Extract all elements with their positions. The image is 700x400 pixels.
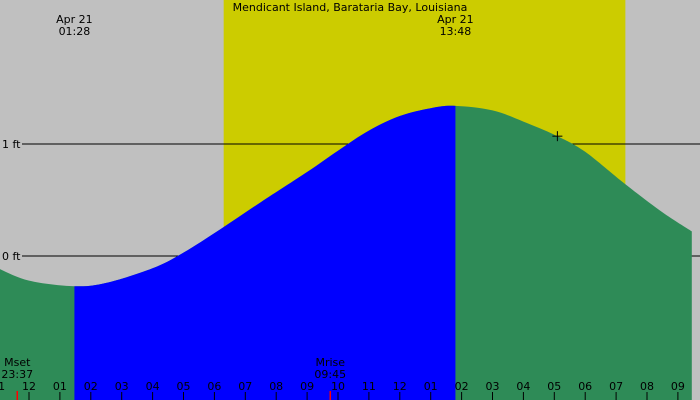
x-tick-label: 11 xyxy=(362,380,376,393)
x-tick-label: 08 xyxy=(640,380,654,393)
x-tick-label: 06 xyxy=(578,380,592,393)
x-tick-label: 06 xyxy=(207,380,221,393)
x-tick-label: 02 xyxy=(455,380,469,393)
x-tick-label: 05 xyxy=(547,380,561,393)
x-tick-label: 01 xyxy=(424,380,438,393)
tide-highlight-area xyxy=(74,105,456,400)
chart-title: Mendicant Island, Barataria Bay, Louisia… xyxy=(233,1,468,14)
x-tick-label: 10 xyxy=(331,380,345,393)
x-tick-label: 01 xyxy=(53,380,67,393)
x-tick-label: 12 xyxy=(22,380,36,393)
x-tick-label: 11 xyxy=(0,380,5,393)
x-tick-label: 09 xyxy=(671,380,685,393)
moon-event-time: 23:37 xyxy=(1,368,33,381)
current-marker xyxy=(552,131,563,142)
x-tick-label: 03 xyxy=(115,380,129,393)
extremum-time: 01:28 xyxy=(59,25,91,38)
x-tick-label: 07 xyxy=(238,380,252,393)
extremum-date: Apr 21 xyxy=(437,13,474,26)
moon-event-label: Mset xyxy=(4,356,31,369)
x-axis-ticks: 11 12 01 02 03 04 05 06 07 08 09 10 11 12 01 02 03 04 05 06… xyxy=(0,380,685,400)
x-tick-label: 04 xyxy=(516,380,530,393)
extremum-time: 13:48 xyxy=(440,25,472,38)
moon-event-label: Mrise xyxy=(315,356,345,369)
x-tick-label: 03 xyxy=(486,380,500,393)
y-axis-ticks: 0 ft 1 ft xyxy=(2,138,21,263)
y-tick-label: 0 ft xyxy=(2,250,21,263)
y-tick-label: 1 ft xyxy=(2,138,21,151)
x-tick-label: 02 xyxy=(84,380,98,393)
x-tick-label: 08 xyxy=(269,380,283,393)
x-tick-label: 12 xyxy=(393,380,407,393)
x-tick-label: 05 xyxy=(177,380,191,393)
x-tick-label: 04 xyxy=(146,380,160,393)
moon-event-time: 09:45 xyxy=(314,368,346,381)
x-tick-label: 07 xyxy=(609,380,623,393)
extremum-date: Apr 21 xyxy=(56,13,93,26)
x-tick-label: 09 xyxy=(300,380,314,393)
